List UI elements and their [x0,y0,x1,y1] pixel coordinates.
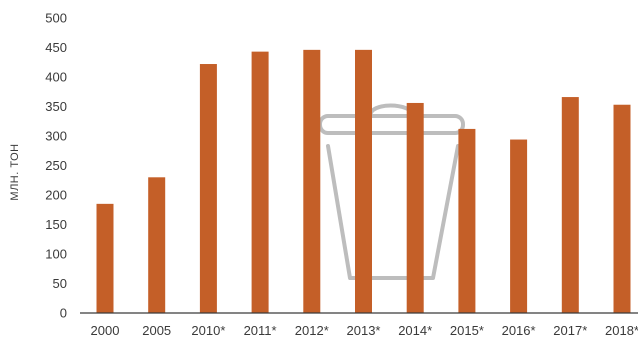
bar-2000 [96,203,114,313]
y-tick-label: 300 [45,129,67,144]
x-tick-label: 2018* [605,323,638,338]
bucket-icon [318,103,465,280]
x-axis-ticks: 2000 2005 2010* 2011* 2012* 2013* 2014* 2015* 20… [91,323,638,338]
bar-2012-est [303,49,321,314]
bar-2010-est [199,64,217,314]
bar-2011-est [251,51,269,313]
y-axis-label: МЛН. ТОН [9,143,21,200]
bar-2014-est [406,102,424,314]
y-tick-label: 150 [45,217,67,232]
bar-2005 [148,177,166,313]
y-tick-label: 400 [45,70,67,85]
x-tick-label: 2000 [91,323,120,338]
y-tick-label: 450 [45,40,67,55]
y-tick-label: 350 [45,99,67,114]
y-tick-label: 0 [60,306,67,321]
x-tick-label: 2005 [142,323,171,338]
x-tick-label: 2012* [295,323,329,338]
y-tick-label: 200 [45,188,67,203]
x-tick-label: 2014* [398,323,432,338]
x-tick-label: 2017* [553,323,587,338]
bar-2013-est [355,49,372,314]
y-axis-ticks: 0 50 100 150 200 250 300 350 400 450 500 [45,11,67,321]
y-tick-label: 500 [45,11,67,26]
x-tick-label: 2013* [347,323,381,338]
bar-2015-est [458,128,476,313]
y-tick-label: 50 [53,276,67,291]
y-tick-label: 250 [45,158,67,173]
bars [96,49,631,314]
bar-2016-est [510,139,528,313]
x-tick-label: 2010* [191,323,225,338]
bar-2017-est [561,97,579,313]
y-tick-label: 100 [45,247,67,262]
bar-2018-est [613,104,631,313]
x-tick-label: 2016* [502,323,536,338]
x-tick-label: 2011* [244,323,277,338]
x-tick-label: 2015* [450,323,484,338]
